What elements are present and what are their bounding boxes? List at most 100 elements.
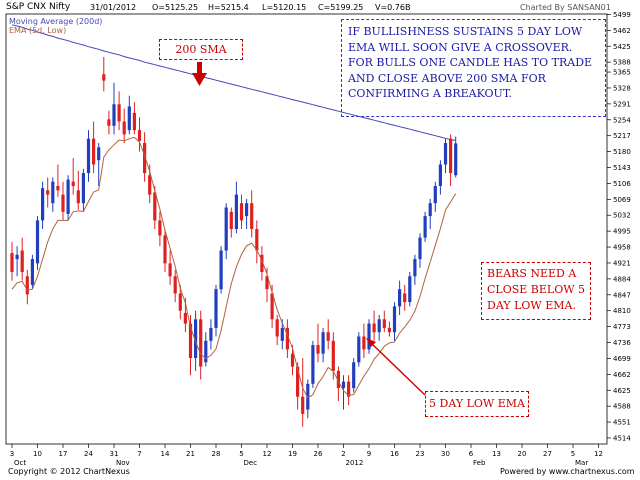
candle-body (61, 194, 65, 212)
y-tick-label: 5069 (613, 196, 631, 204)
x-tick-label: 12 (263, 450, 272, 458)
x-tick-label: 20 (518, 450, 527, 458)
x-tick-label: 7 (137, 450, 141, 458)
y-tick-label: 4995 (613, 228, 631, 236)
x-tick-label: 21 (186, 450, 195, 458)
x-tick-label: 27 (543, 450, 552, 458)
candle-body (25, 276, 29, 295)
y-tick-label: 4958 (613, 244, 631, 252)
candle-body (183, 312, 187, 324)
candle-body (148, 175, 152, 195)
x-tick-label: 9 (367, 450, 371, 458)
low-value: L=5120.15 (262, 3, 307, 12)
y-tick-label: 5291 (613, 100, 631, 108)
candle-body (357, 336, 361, 363)
candle-body (56, 186, 60, 191)
candle-body (372, 323, 376, 333)
volume-value: V=0.76B (375, 3, 411, 12)
candle-body (46, 190, 50, 195)
candle-body (341, 381, 346, 389)
candle-body (296, 366, 300, 397)
ema-legend: EMA (5d, Low) (9, 26, 67, 35)
candle-body (285, 327, 289, 350)
y-tick-label: 5254 (613, 116, 631, 124)
candle-body (153, 192, 157, 221)
candle-body (97, 147, 101, 161)
candle-body (178, 293, 182, 311)
y-tick-label: 5499 (613, 11, 631, 19)
x-month-label: Mar (575, 459, 588, 467)
x-month-label: 2012 (346, 459, 364, 467)
candle-body (81, 173, 85, 204)
candle-body (245, 203, 249, 217)
y-tick-label: 4551 (613, 419, 631, 427)
powered-by-label: Powered by www.chartnexus.com (500, 467, 635, 476)
sma-annotation: 200 SMA (159, 39, 243, 60)
candle-body (438, 164, 442, 186)
y-tick-label: 5143 (613, 164, 631, 172)
y-tick-label: 4736 (613, 339, 631, 347)
candle-body (423, 216, 427, 238)
x-tick-label: 16 (390, 450, 399, 458)
y-tick-label: 5388 (613, 59, 631, 67)
x-tick-label: 30 (441, 450, 450, 458)
candle-body (255, 229, 259, 251)
y-tick-label: 4773 (613, 323, 631, 331)
candle-body (188, 323, 193, 358)
copyright-label: Copyright © 2012 ChartNexus (8, 467, 130, 476)
y-tick-label: 4847 (613, 291, 631, 299)
x-tick-label: 23 (416, 450, 425, 458)
y-tick-label: 4699 (613, 355, 631, 363)
candle-body (367, 323, 371, 350)
x-month-label: Oct (14, 459, 26, 467)
candle-body (41, 188, 45, 221)
x-month-label: Feb (473, 459, 486, 467)
y-tick-label: 4588 (613, 403, 631, 411)
x-tick-label: 19 (288, 450, 297, 458)
x-tick-label: 10 (33, 450, 42, 458)
candle-body (51, 181, 55, 204)
candle-body (132, 112, 136, 131)
y-tick-label: 4514 (613, 434, 631, 442)
candle-body (362, 336, 366, 350)
candle-body (158, 220, 162, 236)
candle-body (265, 276, 269, 290)
candle-body (290, 353, 295, 367)
y-tick-label: 4810 (613, 307, 631, 315)
candle-body (92, 138, 96, 165)
candle-body (331, 340, 335, 371)
candle-body (418, 237, 422, 260)
x-month-label: Dec (244, 459, 258, 467)
candle-body (20, 250, 24, 272)
candle-body (250, 203, 254, 229)
candle-body (443, 143, 448, 165)
candle-body (219, 250, 223, 290)
candle-body (199, 319, 203, 367)
x-tick-label: 5 (239, 450, 243, 458)
candle-body (326, 332, 330, 341)
candle-body (433, 186, 437, 204)
candle-body (275, 319, 279, 337)
candle-body (301, 396, 305, 414)
y-tick-label: 5217 (613, 132, 631, 140)
candle-body (137, 130, 142, 141)
sma-200-line (11, 24, 456, 141)
y-tick-label: 5180 (613, 148, 631, 156)
candle-body (387, 327, 391, 333)
candle-body (321, 332, 325, 354)
candle-body (173, 276, 177, 294)
candle-body (408, 276, 412, 303)
candle-body (413, 259, 417, 277)
ma-legend: Moving Average (200d) (9, 17, 103, 26)
date-label: 31/01/2012 (90, 3, 137, 12)
candle-body (229, 211, 233, 229)
bearish-annotation: BEARS NEED A CLOSE BELOW 5 DAY LOW EMA. (481, 262, 591, 320)
candle-body (392, 306, 397, 333)
x-tick-label: 13 (492, 450, 501, 458)
candle-body (107, 119, 111, 126)
candle-body (204, 340, 208, 363)
y-tick-label: 5425 (613, 43, 631, 51)
x-tick-label: 2 (341, 450, 345, 458)
x-tick-label: 6 (469, 450, 474, 458)
